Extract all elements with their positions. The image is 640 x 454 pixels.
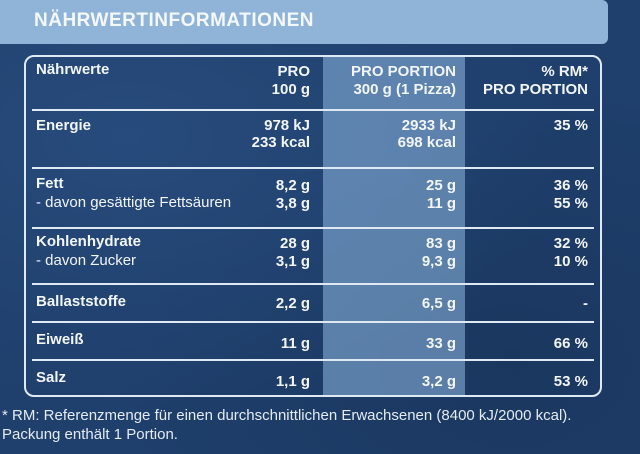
kohlenhydrate-sub-per100: 3,1 g xyxy=(275,253,310,270)
salz-per100: 1,1 g xyxy=(275,373,310,390)
header-portion-line1: PRO PORTION xyxy=(350,63,456,80)
ballaststoffe-per100: 2,2 g xyxy=(275,295,310,312)
fett-per100: 8,2 g xyxy=(275,177,310,194)
kohlenhydrate-sub-label: - davon Zucker xyxy=(36,252,137,269)
row-ballaststoffe: Ballaststoffe 2,2 g 6,5 g - xyxy=(32,285,594,323)
table-title: NÄHRWERTINFORMATIONEN xyxy=(34,10,314,31)
row-fett: Fett 8,2 g 25 g 36 % - davon gesättigte … xyxy=(32,169,594,229)
energie-portion-kj: 2933 kJ xyxy=(401,117,456,134)
kohlenhydrate-sub-portion: 9,3 g xyxy=(421,253,456,270)
kohlenhydrate-label: Kohlenhydrate xyxy=(36,233,142,250)
ballaststoffe-label: Ballaststoffe xyxy=(36,293,127,310)
fett-sub-label: - davon gesättigte Fettsäuren xyxy=(36,194,232,211)
row-salz: Salz 1,1 g 3,2 g 53 % xyxy=(32,361,594,395)
header-rm-line2: PRO PORTION xyxy=(482,81,588,98)
eiweiss-per100: 11 g xyxy=(280,335,310,352)
fett-portion: 25 g xyxy=(425,177,456,194)
energie-portion-kcal: 698 kcal xyxy=(397,134,456,151)
nutrition-table: Nährwerte PRO 100 g PRO PORTION 300 g (1… xyxy=(24,55,602,397)
salz-label: Salz xyxy=(36,369,67,386)
kohlenhydrate-portion: 83 g xyxy=(425,235,456,252)
fett-label: Fett xyxy=(36,175,64,192)
kohlenhydrate-sub-rm: 10 % xyxy=(553,253,588,270)
header-rm-line1: % RM* xyxy=(541,63,588,80)
header-row: Nährwerte PRO 100 g PRO PORTION 300 g (1… xyxy=(32,57,594,111)
row-energie: Energie 978 kJ 233 kcal 2933 kJ 698 kcal… xyxy=(32,111,594,169)
energie-label: Energie xyxy=(36,117,92,134)
footnote-line1: * RM: Referenzmenge für einen durchschni… xyxy=(2,407,572,424)
kohlenhydrate-rm: 32 % xyxy=(553,235,588,252)
portion-column-highlight xyxy=(323,57,465,395)
ballaststoffe-rm: - xyxy=(583,295,588,312)
kohlenhydrate-per100: 28 g xyxy=(279,235,310,252)
eiweiss-label: Eiweiß xyxy=(36,331,84,348)
header-portion-line2: 300 g (1 Pizza) xyxy=(353,81,456,98)
energie-per100-kj: 978 kJ xyxy=(264,117,310,134)
eiweiss-portion: 33 g xyxy=(425,335,456,352)
salz-portion: 3,2 g xyxy=(421,373,456,390)
ballaststoffe-portion: 6,5 g xyxy=(421,295,456,312)
footnote-line2: Packung enthält 1 Portion. xyxy=(2,426,178,443)
row-kohlenhydrate: Kohlenhydrate 28 g 83 g 32 % - davon Zuc… xyxy=(32,229,594,285)
header-label: Nährwerte xyxy=(36,61,110,78)
fett-sub-per100: 3,8 g xyxy=(275,195,310,212)
eiweiss-rm: 66 % xyxy=(553,335,588,352)
fett-sub-rm: 55 % xyxy=(553,195,588,212)
header-per100-line1: PRO xyxy=(277,63,310,80)
fett-rm: 36 % xyxy=(553,177,588,194)
title-bar: NÄHRWERTINFORMATIONEN xyxy=(0,0,608,44)
footnote: * RM: Referenzmenge für einen durchschni… xyxy=(2,406,571,444)
fett-sub-portion: 11 g xyxy=(426,195,456,212)
header-per100-line2: 100 g xyxy=(271,81,310,98)
energie-per100-kcal: 233 kcal xyxy=(251,134,310,151)
energie-rm: 35 % xyxy=(553,117,588,134)
row-eiweiss: Eiweiß 11 g 33 g 66 % xyxy=(32,323,594,361)
salz-rm: 53 % xyxy=(553,373,588,390)
